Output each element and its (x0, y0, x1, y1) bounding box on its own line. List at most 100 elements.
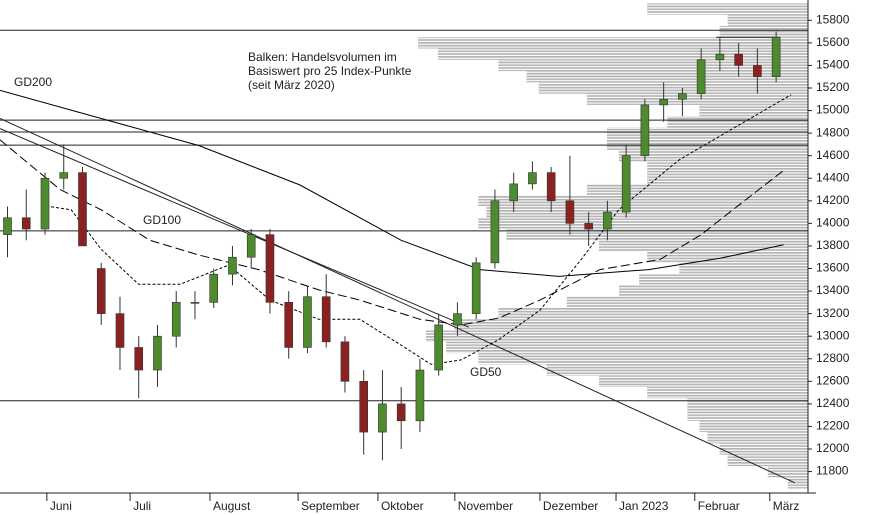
candle-body (171, 302, 181, 337)
volume-bar (566, 296, 808, 308)
x-tick-label: Februar (698, 499, 740, 513)
candle-body (284, 302, 294, 348)
candle-body (753, 65, 762, 78)
volume-bar (478, 195, 808, 207)
moving-average (0, 89, 784, 277)
candle-body (134, 347, 144, 371)
candle-body (696, 59, 706, 94)
volume-bar (454, 319, 808, 331)
volume-bar (707, 432, 808, 444)
x-tick-label: November (458, 499, 513, 513)
candle-body (228, 256, 237, 275)
volume-bar (647, 161, 808, 173)
volume-bar (647, 172, 808, 184)
candle-body (528, 172, 537, 185)
moving-average (41, 94, 792, 365)
y-tick-label: 12400 (816, 396, 850, 410)
x-tick-label: März (773, 499, 800, 513)
x-tick-label: September (301, 499, 360, 513)
volume-bar (699, 420, 808, 433)
y-tick-label: 12800 (816, 351, 850, 365)
candle-body (59, 172, 69, 179)
candle-body (321, 296, 331, 343)
candle-body (659, 98, 668, 106)
volume-bar (438, 48, 808, 60)
y-tick-label: 14800 (816, 125, 850, 139)
volume-bar (727, 454, 808, 466)
candle-body (715, 53, 725, 61)
volume-bar (546, 364, 808, 376)
y-tick-label: 14000 (816, 216, 850, 230)
volume-bar (619, 285, 808, 297)
candle-body (96, 268, 106, 314)
trend-line (0, 118, 796, 484)
candle-body (565, 200, 575, 224)
trend-line (0, 128, 469, 328)
annotation: Basiswert pro 25 Index-Punkte (248, 64, 412, 78)
candle-body (78, 172, 87, 247)
candle-body (378, 403, 387, 433)
candle-body (509, 183, 518, 202)
y-tick-label: 14600 (816, 148, 850, 162)
volume-bar (787, 477, 808, 489)
volume-bar (486, 206, 808, 218)
volume-bar (506, 229, 808, 241)
y-tick-label: 13800 (816, 238, 850, 252)
volume-bar (619, 150, 808, 162)
x-tick-label: Jan 2023 (619, 499, 669, 513)
candle-body (246, 234, 256, 258)
y-tick-label: 15800 (816, 12, 850, 26)
candle-body (40, 177, 50, 230)
candle-body (303, 296, 312, 348)
candle-body (490, 200, 500, 264)
volume-bar (606, 127, 808, 139)
candle-body (3, 217, 12, 235)
annotation: (seit März 2020) (248, 78, 335, 92)
volume-bar (679, 262, 808, 275)
volume-bar (719, 25, 808, 38)
volume-bar (647, 251, 808, 263)
volume-bar (727, 14, 808, 26)
candle-body (640, 104, 650, 156)
candle-body (584, 223, 593, 230)
candle-body (115, 313, 125, 348)
y-tick-label: 15200 (816, 80, 850, 94)
candle-body (621, 155, 631, 213)
candle-body (453, 313, 462, 326)
candle-body (396, 403, 406, 422)
x-tick-label: Dezember (543, 499, 598, 513)
candle-body (209, 273, 219, 303)
volume-bar (598, 240, 808, 252)
volume-bar (639, 274, 808, 286)
axis-mask (0, 493, 874, 515)
candle-body (678, 93, 687, 100)
volume-bar (498, 307, 808, 320)
y-tick-label: 15400 (816, 58, 850, 72)
x-tick-label: Juni (50, 499, 72, 513)
candle-body (340, 341, 350, 382)
y-tick-label: 15600 (816, 35, 850, 49)
volume-bar (647, 386, 808, 399)
volume-bar (538, 82, 808, 94)
candle-body (21, 217, 31, 230)
y-tick-label: 12200 (816, 419, 850, 433)
y-tick-label: 14400 (816, 170, 850, 184)
y-tick-label: 14200 (816, 193, 850, 207)
candle-body (359, 381, 368, 433)
volume-bar (767, 465, 808, 478)
volume-bar (446, 341, 808, 354)
series-label: GD100 (143, 213, 181, 227)
candle-body (546, 172, 556, 202)
y-tick-label: 13000 (816, 328, 850, 342)
volume-bar (586, 93, 808, 105)
x-tick-label: Juli (133, 499, 151, 513)
y-tick-label: 13200 (816, 306, 850, 320)
y-tick-label: 13400 (816, 283, 850, 297)
y-tick-label: 11800 (816, 464, 849, 478)
y-tick-label: 15000 (816, 103, 850, 117)
y-tick-label: 13600 (816, 261, 850, 275)
candle-body (603, 211, 612, 230)
volume-bar (667, 116, 808, 128)
